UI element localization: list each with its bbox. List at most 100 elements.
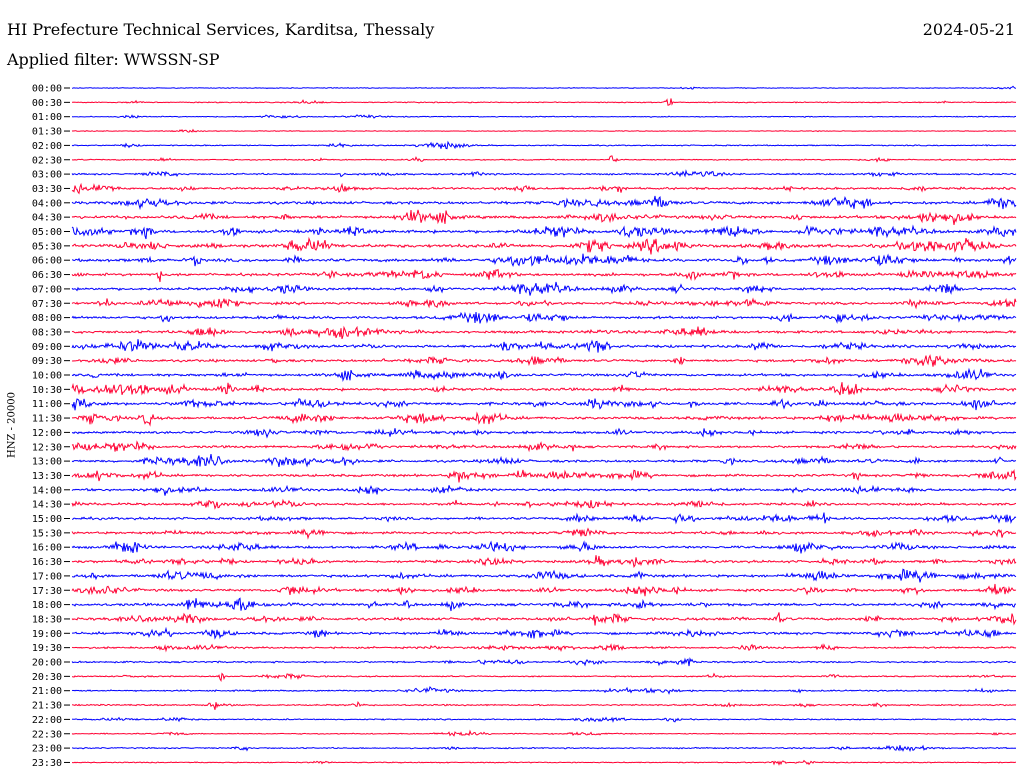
seismic-trace (71, 209, 1017, 225)
trace-label: 17:30 (32, 586, 62, 597)
seismic-trace (71, 512, 1017, 525)
filter-label: Applied filter: WWSSN-SP (7, 50, 220, 69)
trace-label: 00:30 (32, 98, 62, 109)
seismic-trace (71, 98, 1017, 106)
seismic-trace (71, 169, 1017, 178)
trace-label: 14:30 (32, 500, 62, 511)
trace-label: 13:00 (32, 457, 62, 468)
trace-label: 20:30 (32, 672, 62, 683)
seismic-trace (71, 311, 1017, 324)
seismic-trace (71, 297, 1017, 310)
trace-label: 07:30 (32, 299, 62, 310)
trace-label: 05:30 (32, 241, 62, 252)
seismic-trace (71, 469, 1017, 483)
trace-label: 22:00 (32, 715, 62, 726)
trace-label: 08:30 (32, 327, 62, 338)
trace-label: 23:30 (32, 758, 62, 769)
seismic-trace (71, 398, 1017, 411)
seismic-trace (71, 411, 1017, 427)
seismic-trace (72, 626, 1017, 640)
trace-label: 19:30 (32, 643, 62, 654)
trace-label: 09:30 (32, 356, 62, 367)
seismic-trace (71, 339, 1017, 353)
seismic-trace (71, 686, 1017, 695)
trace-label: 08:00 (32, 313, 62, 324)
seismic-trace (71, 354, 1017, 367)
trace-label: 22:30 (32, 729, 62, 740)
seismic-trace (71, 367, 1017, 382)
seismic-trace (71, 155, 1017, 163)
seismic-trace (71, 454, 1016, 468)
trace-label: 11:30 (32, 414, 62, 425)
trace-label: 17:00 (32, 571, 62, 582)
trace-label: 07:00 (32, 284, 62, 295)
trace-label: 15:00 (32, 514, 62, 525)
seismic-trace (71, 555, 1017, 568)
seismic-trace (71, 224, 1017, 240)
seismic-trace (71, 195, 1017, 211)
seismic-trace (71, 540, 1017, 554)
page-title: HI Prefecture Technical Services, Kardit… (7, 20, 435, 39)
seismic-trace (71, 140, 1017, 150)
seismic-trace (71, 484, 1017, 496)
seismic-trace (71, 440, 1017, 453)
trace-label: 15:30 (32, 528, 62, 539)
trace-label: 01:30 (32, 127, 62, 138)
seismic-trace (71, 612, 1017, 626)
seismic-trace (72, 759, 1016, 766)
seismic-trace (72, 672, 1017, 682)
seismic-trace (71, 498, 1017, 510)
trace-label: 04:00 (32, 198, 62, 209)
trace-label: 03:30 (32, 184, 62, 195)
trace-label: 20:00 (32, 658, 62, 669)
seismic-trace (71, 744, 1017, 752)
seismic-trace (71, 701, 1017, 710)
trace-label: 01:00 (32, 112, 62, 123)
trace-label: 11:00 (32, 399, 62, 410)
trace-label: 10:30 (32, 385, 62, 396)
trace-label: 03:00 (32, 170, 62, 181)
seismic-trace (71, 182, 1017, 195)
seismic-trace (71, 597, 1016, 612)
seismic-trace (71, 716, 1017, 723)
seismic-trace (71, 236, 1017, 255)
seismic-trace (71, 382, 1017, 396)
trace-label: 06:00 (32, 256, 62, 267)
seismic-trace (71, 643, 1017, 653)
trace-label: 02:30 (32, 155, 62, 166)
trace-label: 12:30 (32, 442, 62, 453)
trace-label: 05:00 (32, 227, 62, 238)
seismic-trace (71, 729, 1017, 737)
seismic-trace (72, 568, 1017, 583)
seismic-trace (71, 427, 1017, 439)
trace-label: 18:00 (32, 600, 62, 611)
seismic-trace (72, 253, 1017, 267)
trace-label: 13:30 (32, 471, 62, 482)
seismic-trace (71, 114, 1017, 119)
seismic-trace (71, 281, 1017, 296)
trace-label: 21:00 (32, 686, 62, 697)
seismic-trace (71, 325, 1017, 340)
record-date: 2024-05-21 (922, 20, 1015, 39)
trace-label: 16:30 (32, 557, 62, 568)
trace-label: 00:00 (32, 84, 62, 95)
seismic-trace (71, 656, 1017, 667)
trace-label: 21:30 (32, 701, 62, 712)
trace-label: 02:00 (32, 141, 62, 152)
trace-label: 09:00 (32, 342, 62, 353)
seismic-trace (71, 85, 1017, 90)
trace-label: 10:00 (32, 371, 62, 382)
trace-label: 12:00 (32, 428, 62, 439)
seismic-trace (71, 527, 1017, 540)
seismic-trace (71, 583, 1017, 597)
trace-label: 06:30 (32, 270, 62, 281)
trace-label: 16:00 (32, 543, 62, 554)
trace-label: 04:30 (32, 213, 62, 224)
seismic-trace (71, 128, 1017, 133)
seismic-trace (71, 268, 1017, 283)
trace-label: 19:00 (32, 629, 62, 640)
trace-label: 14:00 (32, 485, 62, 496)
trace-label: 18:30 (32, 614, 62, 625)
trace-label: 23:00 (32, 744, 62, 755)
